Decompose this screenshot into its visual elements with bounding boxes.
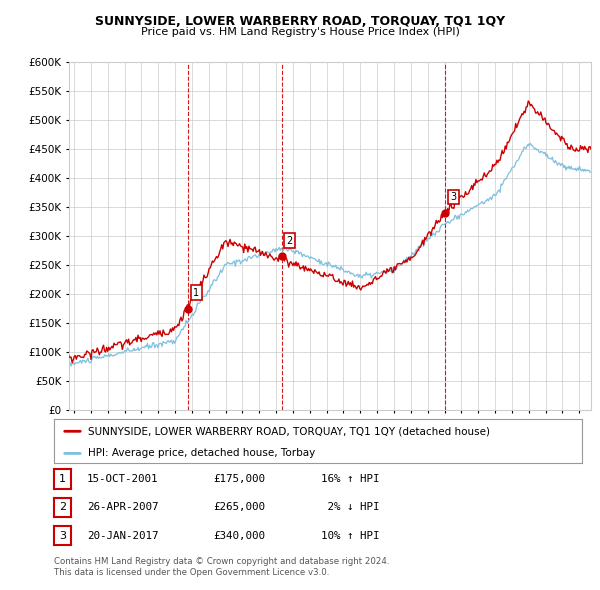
Text: 10% ↑ HPI: 10% ↑ HPI (321, 531, 380, 540)
Text: SUNNYSIDE, LOWER WARBERRY ROAD, TORQUAY, TQ1 1QY (detached house): SUNNYSIDE, LOWER WARBERRY ROAD, TORQUAY,… (88, 427, 490, 436)
Text: 1: 1 (59, 474, 66, 484)
Text: 1: 1 (193, 288, 200, 298)
Text: 15-OCT-2001: 15-OCT-2001 (87, 474, 158, 484)
Text: 3: 3 (451, 192, 457, 202)
Text: 2: 2 (287, 235, 293, 245)
Text: This data is licensed under the Open Government Licence v3.0.: This data is licensed under the Open Gov… (54, 568, 329, 577)
Text: 26-APR-2007: 26-APR-2007 (87, 503, 158, 512)
Text: Contains HM Land Registry data © Crown copyright and database right 2024.: Contains HM Land Registry data © Crown c… (54, 558, 389, 566)
Text: HPI: Average price, detached house, Torbay: HPI: Average price, detached house, Torb… (88, 448, 316, 458)
Text: Price paid vs. HM Land Registry's House Price Index (HPI): Price paid vs. HM Land Registry's House … (140, 27, 460, 37)
Text: £265,000: £265,000 (213, 503, 265, 512)
Text: 16% ↑ HPI: 16% ↑ HPI (321, 474, 380, 484)
Text: 20-JAN-2017: 20-JAN-2017 (87, 531, 158, 540)
Text: 2: 2 (59, 503, 66, 512)
Text: SUNNYSIDE, LOWER WARBERRY ROAD, TORQUAY, TQ1 1QY: SUNNYSIDE, LOWER WARBERRY ROAD, TORQUAY,… (95, 15, 505, 28)
Text: £340,000: £340,000 (213, 531, 265, 540)
Text: £175,000: £175,000 (213, 474, 265, 484)
Text: 2% ↓ HPI: 2% ↓ HPI (321, 503, 380, 512)
Text: 3: 3 (59, 531, 66, 540)
